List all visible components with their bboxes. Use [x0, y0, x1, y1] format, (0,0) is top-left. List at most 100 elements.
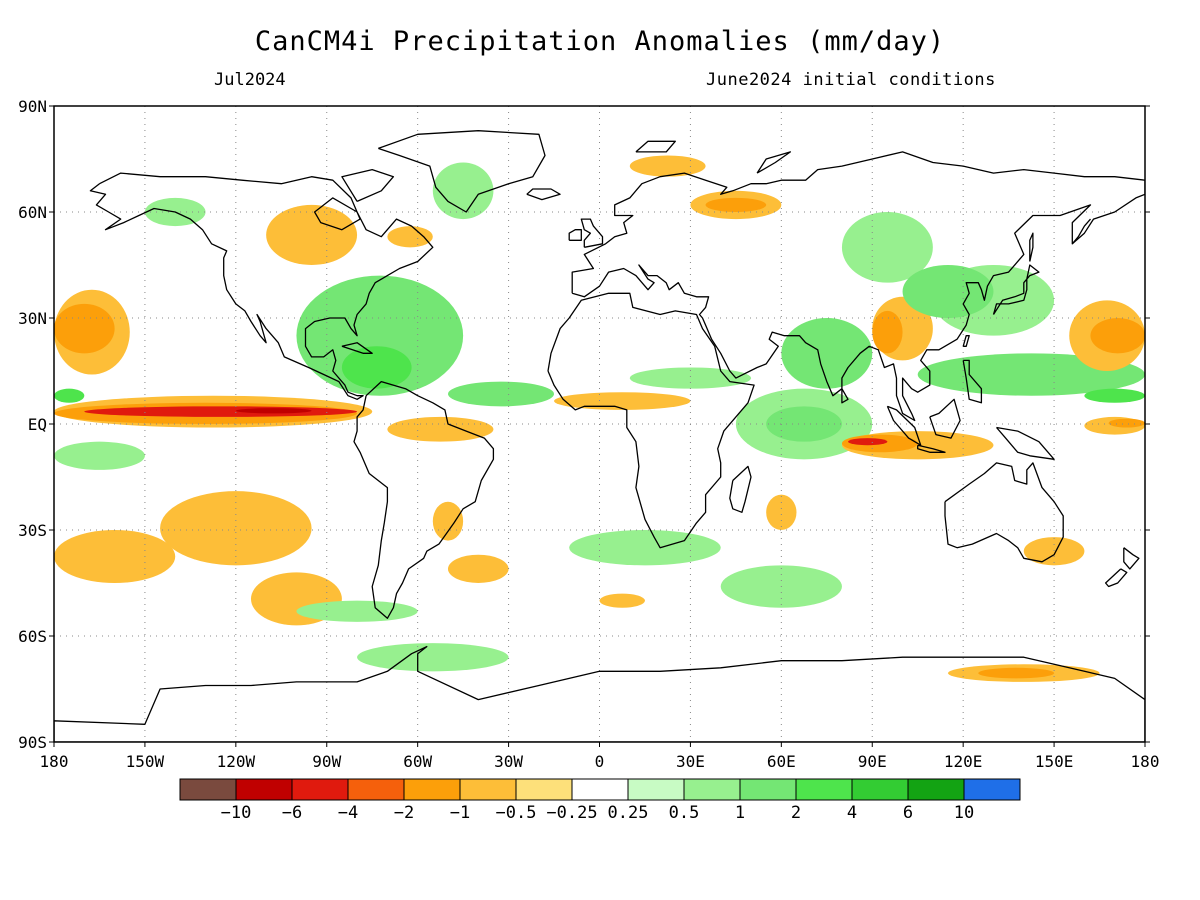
anomaly-region-11: [296, 275, 464, 396]
lat-tick-label: 60S: [18, 627, 47, 646]
colorbar-label: −0.5: [496, 803, 537, 823]
colorbar-swatch: [291, 778, 349, 801]
coastline-baffin-island: [341, 168, 395, 202]
anomaly-region-7: [54, 441, 145, 470]
anomaly-region-49: [296, 600, 418, 622]
anomaly-region-22: [629, 367, 752, 389]
coastline-sri-lanka: [841, 388, 849, 404]
anomaly-region-25: [629, 155, 706, 177]
colorbar-swatch: [235, 778, 293, 801]
anomaly-region-32: [872, 310, 903, 354]
coastline-north-america: [89, 172, 434, 400]
lon-tick-label: 90E: [858, 752, 887, 771]
coastline-greenland: [378, 130, 546, 213]
coastline-taiwan: [962, 335, 970, 347]
colorbar-label: −6: [282, 803, 302, 823]
lat-tick-label: 90S: [18, 733, 47, 752]
anomaly-region-15: [432, 501, 464, 541]
anomaly-region-20: [432, 162, 494, 220]
map-title: CanCM4i Precipitation Anomalies (mm/day): [254, 26, 946, 57]
anomaly-region-12: [341, 346, 412, 389]
colorbar-label: −2: [394, 803, 414, 823]
anomaly-region-18: [387, 226, 433, 248]
anomaly-region-24: [705, 197, 767, 212]
lon-tick-label: 180: [1131, 752, 1160, 771]
coastline-africa: [547, 292, 755, 549]
coastline-iceland: [526, 188, 561, 201]
lat-tick-label: 60N: [18, 203, 47, 222]
anomaly-region-38: [1084, 388, 1145, 403]
coastline-eurasia: [571, 151, 1145, 422]
anomaly-region-13: [447, 381, 555, 407]
coastline-new-zealand-n: [1123, 547, 1140, 570]
anomaly-region-41: [1023, 537, 1085, 566]
colorbar-label: −0.25: [546, 803, 597, 823]
lon-tick-label: 180: [40, 752, 69, 771]
anomaly-region-33: [781, 318, 873, 389]
colorbar-swatch: [179, 778, 237, 801]
lat-tick-label: 90N: [18, 97, 47, 116]
anomaly-region-48: [599, 593, 645, 608]
anomaly-region-5: [235, 408, 312, 414]
coastline-sakhalin: [1029, 232, 1034, 262]
coastline-australia: [944, 462, 1064, 563]
lat-tick-label: 30S: [18, 521, 47, 540]
lon-tick-label: 120W: [217, 752, 256, 771]
colorbar-label: −1: [450, 803, 470, 823]
colorbar-label: 4: [847, 803, 857, 823]
coastline-ireland: [568, 229, 582, 241]
lon-tick-label: 60W: [403, 752, 432, 771]
coastline-great-britain: [580, 218, 604, 248]
coastline-svalbard: [635, 140, 676, 153]
initial-conditions-label: June2024 initial conditions: [706, 70, 996, 90]
anomaly-region-1: [54, 303, 115, 354]
colorbar-label: 0.5: [669, 803, 700, 823]
colorbar-label: −10: [221, 803, 252, 823]
anomaly-region-30: [848, 438, 888, 446]
lat-tick-label: EQ: [28, 415, 47, 434]
coastline-south-america: [353, 380, 495, 619]
anomaly-region-45: [357, 643, 509, 672]
anomaly-region-51: [902, 265, 994, 318]
coastline-kamchatka-spit: [1071, 218, 1091, 245]
lon-tick-label: 0: [595, 752, 605, 771]
anomaly-region-46: [569, 530, 721, 566]
coastlines: [54, 130, 1145, 742]
coastline-philippines: [962, 359, 983, 404]
colorbar-swatch: [459, 778, 517, 801]
colorbar-swatch: [963, 778, 1021, 801]
coastline-antarctica: [54, 645, 1145, 742]
colorbar-label: 6: [903, 803, 913, 823]
forecast-month-label: Jul2024: [214, 70, 286, 90]
graticule: [54, 106, 1145, 742]
anomaly-region-37: [1090, 318, 1145, 354]
lon-tick-label: 60E: [767, 752, 796, 771]
colorbar-label: −4: [338, 803, 358, 823]
coastline-sumatra: [886, 405, 922, 446]
anomaly-region-8: [54, 530, 176, 583]
colorbar-swatch: [683, 778, 741, 801]
anomaly-region-4: [84, 406, 358, 417]
anomaly-region-21: [554, 392, 691, 410]
coastline-cuba: [341, 342, 373, 354]
lat-tick-label: 30N: [18, 309, 47, 328]
anomaly-region-50: [841, 212, 933, 283]
lon-tick-label: 150E: [1035, 752, 1074, 771]
colorbar: −10 −6 −4 −2 −1 −0.5 −0.25 0.25 0.5 1 2 4 6 10: [179, 778, 1021, 823]
anomaly-region-17: [266, 204, 358, 265]
coastline-new-zealand-s: [1104, 568, 1128, 588]
colorbar-swatch: [907, 778, 965, 801]
colorbar-swatch: [627, 778, 685, 801]
coastline-madagascar: [729, 465, 752, 513]
colorbar-label: 0.25: [608, 803, 649, 823]
colorbar-label: 2: [791, 803, 801, 823]
colorbar-swatch: [571, 778, 629, 801]
lon-tick-label: 30W: [494, 752, 523, 771]
lon-tick-label: 120E: [944, 752, 983, 771]
colorbar-swatch: [515, 778, 573, 801]
lon-tick-label: 90W: [312, 752, 341, 771]
lon-tick-label: 30E: [676, 752, 705, 771]
colorbar-swatch: [739, 778, 797, 801]
anomaly-region-6: [54, 388, 85, 403]
